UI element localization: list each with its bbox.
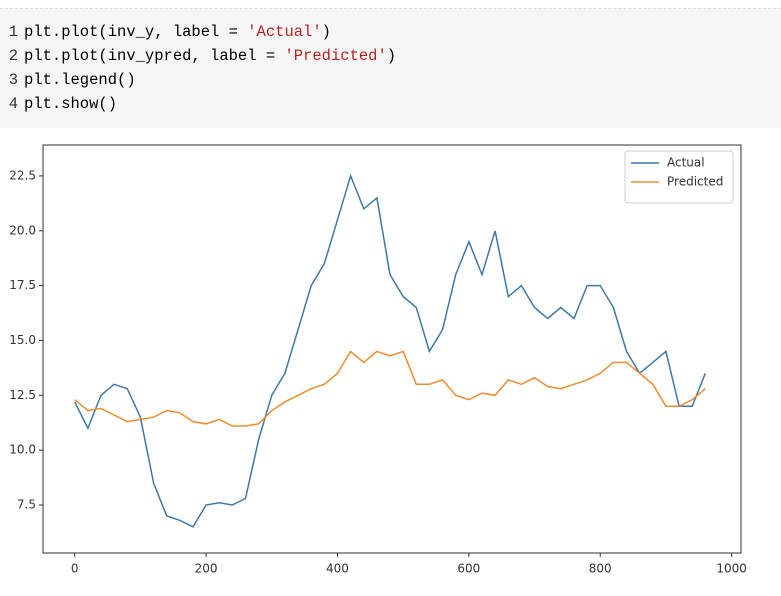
data-line [74, 350, 706, 427]
y-tick-label: 17.5 [9, 278, 36, 292]
code-line: 2 plt.plot(inv_ypred, label = 'Predicted'… [0, 44, 396, 68]
axes-frame [42, 144, 742, 554]
code-token: plt.plot(inv_ypred, label = [24, 47, 285, 65]
y-tick-label: 10.0 [9, 443, 36, 457]
legend-label: Predicted [667, 175, 723, 189]
legend-box [624, 150, 734, 204]
y-tick-label: 20.0 [9, 223, 36, 237]
y-tick-label: 12.5 [9, 388, 36, 402]
x-tick-label: 400 [326, 562, 349, 576]
x-tick-label: 800 [589, 562, 612, 576]
code-line: 3 plt.legend() [0, 68, 136, 92]
x-tick-label: 200 [195, 562, 218, 576]
y-tick-label: 22.5 [9, 168, 36, 182]
code-token: plt.legend() [24, 71, 136, 89]
code-token: plt.plot(inv_y, label = [24, 23, 248, 41]
x-tick-label: 0 [71, 562, 79, 576]
y-tick-label: 7.5 [17, 497, 36, 511]
line-number: 2 [8, 47, 18, 65]
code-cell: 1 plt.plot(inv_y, label = 'Actual') 2 plt.p… [0, 8, 781, 128]
code-line: 1 plt.plot(inv_y, label = 'Actual') [0, 20, 331, 44]
line-number: 1 [8, 23, 18, 41]
code-token: ) [386, 47, 397, 65]
data-line [74, 173, 706, 528]
code-token: ) [321, 23, 331, 41]
code-line: 4 plt.show() [0, 92, 117, 116]
y-tick-label: 15.0 [9, 333, 36, 347]
line-number: 4 [8, 95, 18, 113]
x-tick-label: 600 [457, 562, 480, 576]
legend-label: Actual [667, 156, 705, 170]
line-number: 3 [8, 71, 18, 89]
code-token: plt.show() [24, 95, 118, 113]
code-token: 'Predicted' [284, 47, 387, 65]
x-tick-label: 1000 [716, 562, 747, 576]
code-token: 'Actual' [247, 23, 322, 41]
